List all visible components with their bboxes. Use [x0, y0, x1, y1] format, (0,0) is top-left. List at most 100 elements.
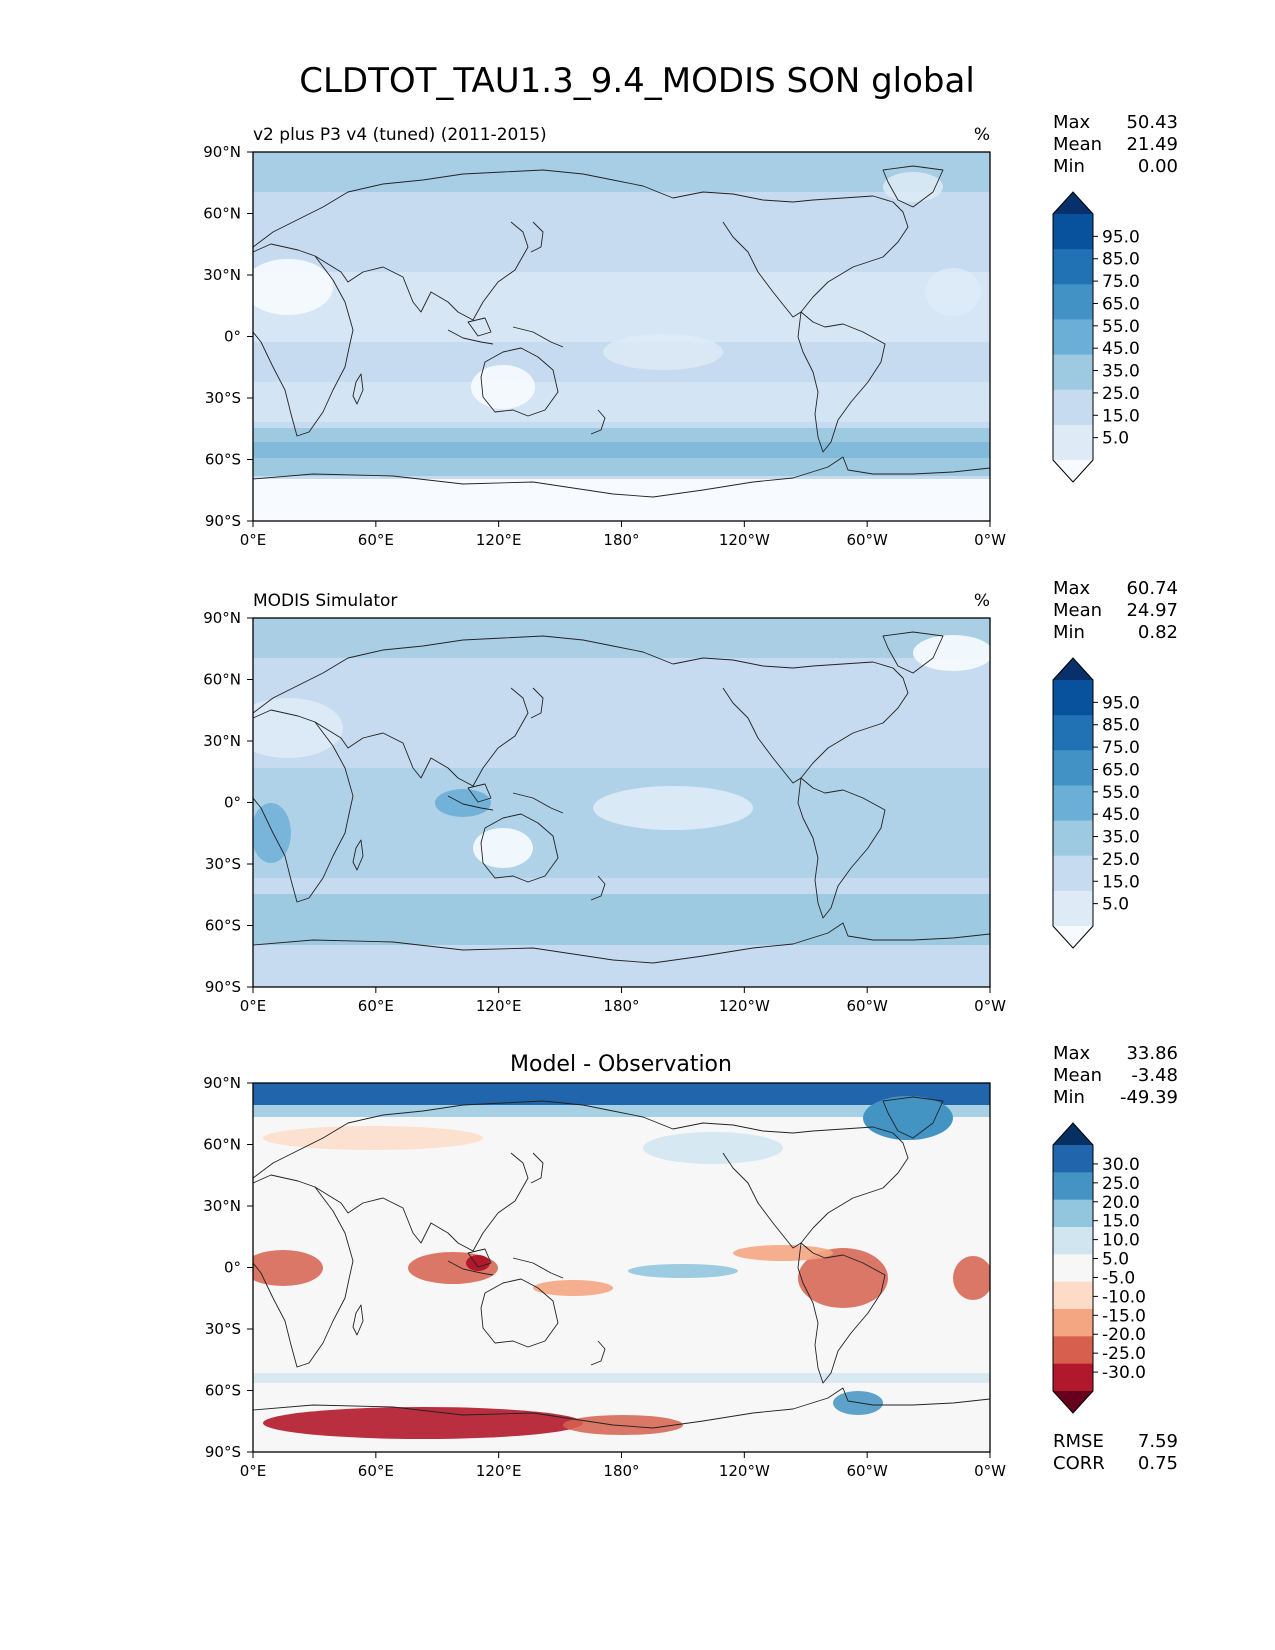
- colorbar-outline: [1052, 1122, 1094, 1414]
- stat-value: 0.00: [1138, 156, 1178, 177]
- colorbar-swatch: [1053, 785, 1093, 822]
- colorbar-extend-top: [1053, 1123, 1093, 1145]
- x-tick-label: 0°W: [974, 1462, 1006, 1480]
- colorbar-tick-label: 5.0: [1102, 429, 1129, 449]
- panel-2-antarctica-field: [253, 945, 990, 987]
- panel-2-pacific-clear-patch: [593, 786, 753, 830]
- panel-3-antarctica-negative: [263, 1407, 583, 1439]
- colorbar-tick-label: 10.0: [1102, 1231, 1140, 1251]
- x-tick-label: 120°E: [476, 1462, 522, 1480]
- colorbar-swatch: [1053, 424, 1093, 461]
- stat-value: 7.59: [1138, 1431, 1178, 1452]
- panel-3-borneo-strong-negative: [466, 1255, 490, 1271]
- panel-2-y-axis: 90°N 60°N 30°N 0° 30°S 60°S 90°S: [203, 609, 253, 996]
- panel-1-australia-clear-patch: [471, 365, 535, 409]
- x-tick-label: 180°: [603, 1462, 639, 1480]
- panel-1-antarctica-field: [253, 479, 990, 521]
- panel-2-x-axis: 0°E 60°E 120°E 180° 120°W 60°W 0°W: [240, 987, 1006, 1015]
- y-tick-label: 90°S: [205, 978, 241, 996]
- y-tick-label: 30°N: [203, 732, 241, 750]
- colorbar-swatch: [1053, 389, 1093, 426]
- y-tick-label: 60°S: [205, 451, 241, 469]
- y-tick-label: 60°N: [203, 671, 241, 689]
- stat-value: 60.74: [1126, 578, 1178, 599]
- colorbar-extend-top: [1053, 192, 1093, 214]
- panel-1-sahara-clear-patch: [253, 259, 333, 315]
- panel-3-arctic-positive-band: [253, 1083, 990, 1105]
- panel-3-map: [253, 1083, 990, 1452]
- x-tick-label: 0°E: [240, 997, 267, 1015]
- colorbar-tick-label: 35.0: [1102, 362, 1140, 382]
- colorbar-tick-label: 65.0: [1102, 294, 1140, 314]
- panel-2-map: [253, 618, 990, 987]
- colorbar-swatch: [1053, 214, 1093, 250]
- colorbar-swatch: [1053, 1172, 1093, 1201]
- panel-1-map: [253, 152, 990, 521]
- panel-1-atlantic-clear-patch: [925, 268, 981, 316]
- y-tick-label: 0°: [224, 1259, 241, 1277]
- panel-3-y-axis: 90°N 60°N 30°N 0° 30°S 60°S 90°S: [203, 1074, 253, 1461]
- colorbar-swatch: [1053, 820, 1093, 857]
- panel-3-north-pacific-positive: [643, 1132, 783, 1164]
- colorbar-extend-bottom: [1053, 926, 1093, 948]
- colorbar-swatch: [1053, 1363, 1093, 1392]
- colorbar-tick-label: 85.0: [1102, 250, 1140, 270]
- stat-label: Max: [1053, 112, 1091, 133]
- figure-title: CLDTOT_TAU1.3_9.4_MODIS SON global: [299, 61, 975, 101]
- colorbar-extend-bottom: [1053, 1391, 1093, 1413]
- colorbar-tick-label: 5.0: [1102, 1250, 1129, 1270]
- stat-value: 0.75: [1138, 1453, 1178, 1474]
- panel-2-africa-west-patch: [253, 803, 291, 863]
- x-tick-label: 0°W: [974, 997, 1006, 1015]
- panel-3-equatorial-pacific-positive: [628, 1264, 738, 1278]
- panel-3-stats: Max 33.86 Mean -3.48 Min -49.39 RMSE 7.59 CORR 0.…: [1053, 1043, 1178, 1474]
- stat-label: Max: [1053, 578, 1091, 599]
- panel-3-x-axis: 0°E 60°E 120°E 180° 120°W 60°W 0°W: [240, 1452, 1006, 1480]
- panel-2-maritime-continent-patch: [435, 789, 491, 817]
- panel-3-itcz-negative: [733, 1245, 833, 1261]
- colorbar-swatch: [1053, 319, 1093, 356]
- colorbar-tick-label: -15.0: [1102, 1306, 1146, 1326]
- panel-2-stats: Max 60.74 Mean 24.97 Min 0.82: [1053, 578, 1178, 643]
- colorbar-tick-label: 75.0: [1102, 738, 1140, 758]
- colorbar-tick-label: -25.0: [1102, 1344, 1146, 1364]
- stat-label: CORR: [1053, 1453, 1105, 1474]
- panel-1-south-subtropic-band: [253, 382, 990, 422]
- colorbar-swatch: [1053, 354, 1093, 391]
- colorbar-tick-label: 25.0: [1102, 850, 1140, 870]
- stat-label: Mean: [1053, 1065, 1102, 1086]
- stat-label: Mean: [1053, 600, 1102, 621]
- stat-value: 21.49: [1126, 134, 1178, 155]
- x-tick-label: 120°E: [476, 531, 522, 549]
- panel-3-africa-negative: [253, 1250, 323, 1286]
- colorbar-swatch: [1053, 1227, 1093, 1255]
- panel-2-arctic-band: [253, 618, 990, 658]
- stat-label: RMSE: [1053, 1431, 1104, 1452]
- stat-label: Min: [1053, 1087, 1085, 1108]
- x-tick-label: 0°W: [974, 531, 1006, 549]
- stat-value: 50.43: [1126, 112, 1178, 133]
- panel-1-left-title: v2 plus P3 v4 (tuned) (2011-2015): [253, 125, 547, 145]
- stat-value: -49.39: [1120, 1087, 1178, 1108]
- panel-3-arctic-edge: [253, 1105, 990, 1117]
- x-tick-label: 60°W: [846, 997, 888, 1015]
- stat-label: Min: [1053, 622, 1085, 643]
- y-tick-label: 0°: [224, 794, 241, 812]
- colorbar-tick-label: 35.0: [1102, 828, 1140, 848]
- panel-2-australia-clear-patch: [473, 828, 533, 868]
- panel-2-units: %: [974, 591, 990, 611]
- colorbar-tick-label: 65.0: [1102, 760, 1140, 780]
- panel-1-pacific-clear-patch: [603, 334, 723, 370]
- y-tick-label: 30°N: [203, 266, 241, 284]
- y-tick-label: 30°S: [205, 389, 241, 407]
- y-tick-label: 90°N: [203, 143, 241, 161]
- panel-1-x-axis: 0°E 60°E 120°E 180° 120°W 60°W 0°W: [240, 521, 1006, 549]
- x-tick-label: 120°W: [719, 1462, 770, 1480]
- colorbar-swatch: [1053, 1281, 1093, 1310]
- colorbar-outline: [1052, 657, 1094, 949]
- colorbar-swatch: [1053, 1254, 1093, 1283]
- panel-3-amazon-negative: [798, 1248, 888, 1308]
- colorbar-tick-label: 55.0: [1102, 783, 1140, 803]
- colorbar-swatch: [1053, 1336, 1093, 1365]
